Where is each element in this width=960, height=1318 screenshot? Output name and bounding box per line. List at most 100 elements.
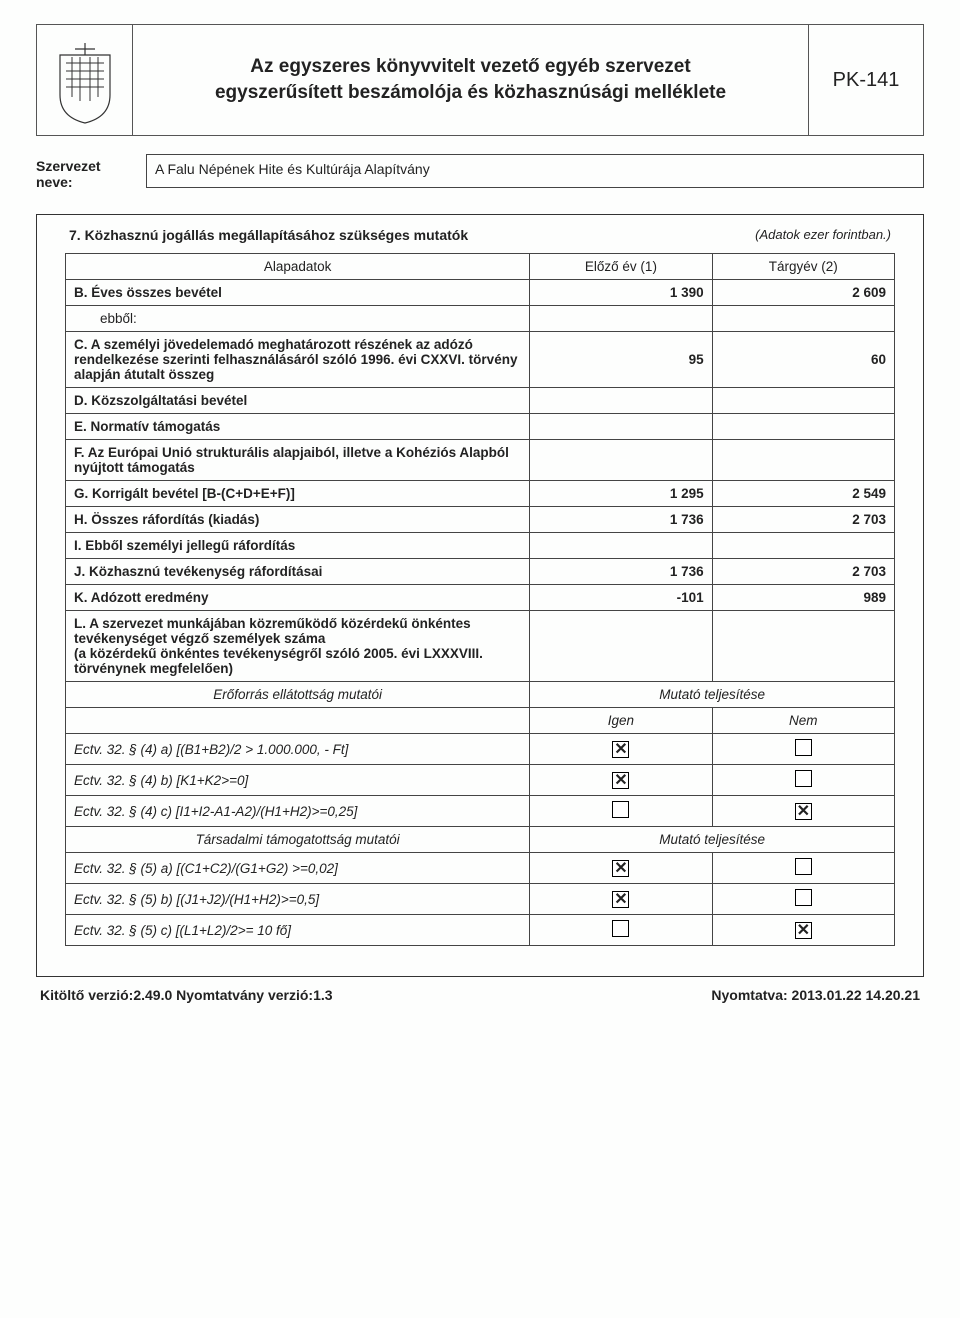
row-5b-yes-checkbox[interactable]: ✕ — [612, 891, 629, 908]
row-F-v2[interactable] — [712, 440, 894, 481]
row-B: B. Éves összes bevétel 1 390 2 609 — [66, 280, 895, 306]
row-L: L. A szervezet munkájában közreműködő kö… — [66, 611, 895, 682]
row-5c: Ectv. 32. § (5) c) [(L1+L2)/2>= 10 fő] ✕ — [66, 915, 895, 946]
row-I-v2[interactable] — [712, 533, 894, 559]
crest-icon — [50, 35, 120, 125]
fulfilment-header-1: Mutató teljesítése — [530, 682, 895, 708]
row-E: E. Normatív támogatás — [66, 414, 895, 440]
row-ebbol: ebből: — [66, 306, 895, 332]
row-H-label: H. Összes ráfordítás (kiadás) — [66, 507, 530, 533]
row-5c-label: Ectv. 32. § (5) c) [(L1+L2)/2>= 10 fő] — [66, 915, 530, 946]
section-note: (Adatok ezer forintban.) — [755, 227, 891, 243]
header-row: Az egyszeres könyvvitelt vezető egyéb sz… — [36, 24, 924, 136]
row-L-v2[interactable] — [712, 611, 894, 682]
row-G-v1[interactable]: 1 295 — [530, 481, 712, 507]
row-B-v2[interactable]: 2 609 — [712, 280, 894, 306]
row-4a-no-checkbox[interactable] — [795, 739, 812, 756]
row-D-v2[interactable] — [712, 388, 894, 414]
row-I-v1[interactable] — [530, 533, 712, 559]
row-J: J. Közhasznú tevékenység ráfordításai 1 … — [66, 559, 895, 585]
footer-left: Kitöltő verzió:2.49.0 Nyomtatvány verzió… — [40, 987, 333, 1003]
row-4c: Ectv. 32. § (4) c) [I1+I2-A1-A2)/(H1+H2)… — [66, 796, 895, 827]
table-head-row: Alapadatok Előző év (1) Tárgyév (2) — [66, 254, 895, 280]
data-table: Alapadatok Előző év (1) Tárgyév (2) B. É… — [65, 253, 895, 946]
row-4a: Ectv. 32. § (4) a) [(B1+B2)/2 > 1.000.00… — [66, 734, 895, 765]
row-G-label: G. Korrigált bevétel [B-(C+D+E+F)] — [66, 481, 530, 507]
row-E-label: E. Normatív támogatás — [66, 414, 530, 440]
no-header: Nem — [712, 708, 894, 734]
crest-logo-box — [36, 24, 132, 136]
social-header-row: Társadalmi támogatottság mutatói Mutató … — [66, 827, 895, 853]
yes-header: Igen — [530, 708, 712, 734]
row-B-label: B. Éves összes bevétel — [66, 280, 530, 306]
row-4c-no-checkbox[interactable]: ✕ — [795, 803, 812, 820]
row-K-v1[interactable]: -101 — [530, 585, 712, 611]
row-K: K. Adózott eredmény -101 989 — [66, 585, 895, 611]
row-5a-no-checkbox[interactable] — [795, 858, 812, 875]
row-C-label: C. A személyi jövedelemadó meghatározott… — [66, 332, 530, 388]
col-basic: Alapadatok — [66, 254, 530, 280]
row-4a-label: Ectv. 32. § (4) a) [(B1+B2)/2 > 1.000.00… — [66, 734, 530, 765]
row-K-v2[interactable]: 989 — [712, 585, 894, 611]
row-H: H. Összes ráfordítás (kiadás) 1 736 2 70… — [66, 507, 895, 533]
row-4b-no-checkbox[interactable] — [795, 770, 812, 787]
row-E-v1[interactable] — [530, 414, 712, 440]
title-line2: egyszerűsített beszámolója és közhasznús… — [215, 82, 726, 103]
row-5a-yes-checkbox[interactable]: ✕ — [612, 860, 629, 877]
row-I-label: I. Ebből személyi jellegű ráfordítás — [66, 533, 530, 559]
row-5a: Ectv. 32. § (5) a) [(C1+C2)/(G1+G2) >=0,… — [66, 853, 895, 884]
row-C-v1[interactable]: 95 — [530, 332, 712, 388]
organization-name: A Falu Népének Hite és Kultúrája Alapítv… — [155, 161, 430, 177]
row-D-label: D. Közszolgáltatási bevétel — [66, 388, 530, 414]
row-5c-no-checkbox[interactable]: ✕ — [795, 922, 812, 939]
row-J-label: J. Közhasznú tevékenység ráfordításai — [66, 559, 530, 585]
row-K-label: K. Adózott eredmény — [66, 585, 530, 611]
row-4b-yes-checkbox[interactable]: ✕ — [612, 772, 629, 789]
resource-header: Erőforrás ellátottság mutatói — [66, 682, 530, 708]
organization-label: Szervezet neve: — [36, 154, 132, 190]
row-5c-yes-checkbox[interactable] — [612, 920, 629, 937]
footer-row: Kitöltő verzió:2.49.0 Nyomtatvány verzió… — [36, 987, 924, 1003]
organization-name-field[interactable]: A Falu Népének Hite és Kultúrája Alapítv… — [146, 154, 924, 188]
row-F-v1[interactable] — [530, 440, 712, 481]
row-F-label: F. Az Európai Unió strukturális alapjaib… — [66, 440, 530, 481]
col-prev: Előző év (1) — [530, 254, 712, 280]
row-H-v1[interactable]: 1 736 — [530, 507, 712, 533]
row-J-v2[interactable]: 2 703 — [712, 559, 894, 585]
row-D-v1[interactable] — [530, 388, 712, 414]
row-F: F. Az Európai Unió strukturális alapjaib… — [66, 440, 895, 481]
row-E-v2[interactable] — [712, 414, 894, 440]
row-G-v2[interactable]: 2 549 — [712, 481, 894, 507]
resource-header-row: Erőforrás ellátottság mutatói Mutató tel… — [66, 682, 895, 708]
organization-row: Szervezet neve: A Falu Népének Hite és K… — [36, 154, 924, 190]
row-C-v2[interactable]: 60 — [712, 332, 894, 388]
main-panel: 7. Közhasznú jogállás megállapításához s… — [36, 214, 924, 977]
social-header: Társadalmi támogatottság mutatói — [66, 827, 530, 853]
row-4c-yes-checkbox[interactable] — [612, 801, 629, 818]
row-4a-yes-checkbox[interactable]: ✕ — [612, 741, 629, 758]
row-5a-label: Ectv. 32. § (5) a) [(C1+C2)/(G1+G2) >=0,… — [66, 853, 530, 884]
form-code-box: PK-141 — [808, 24, 924, 136]
row-C: C. A személyi jövedelemadó meghatározott… — [66, 332, 895, 388]
row-I: I. Ebből személyi jellegű ráfordítás — [66, 533, 895, 559]
row-B-v1[interactable]: 1 390 — [530, 280, 712, 306]
row-H-v2[interactable]: 2 703 — [712, 507, 894, 533]
row-5b-no-checkbox[interactable] — [795, 889, 812, 906]
row-4b-label: Ectv. 32. § (4) b) [K1+K2>=0] — [66, 765, 530, 796]
form-title-box: Az egyszeres könyvvitelt vezető egyéb sz… — [132, 24, 808, 136]
section-heading: 7. Közhasznú jogállás megállapításához s… — [65, 227, 895, 243]
yes-no-header-row: Igen Nem — [66, 708, 895, 734]
section-title: 7. Közhasznú jogállás megállapításához s… — [69, 227, 468, 243]
row-L-label: L. A szervezet munkájában közreműködő kö… — [66, 611, 530, 682]
row-J-v1[interactable]: 1 736 — [530, 559, 712, 585]
row-5b-label: Ectv. 32. § (5) b) [(J1+J2)/(H1+H2)>=0,5… — [66, 884, 530, 915]
title-line1: Az egyszeres könyvvitelt vezető egyéb sz… — [250, 56, 690, 77]
row-L-v1[interactable] — [530, 611, 712, 682]
footer-right: Nyomtatva: 2013.01.22 14.20.21 — [711, 987, 920, 1003]
fulfilment-header-2: Mutató teljesítése — [530, 827, 895, 853]
row-4c-label: Ectv. 32. § (4) c) [I1+I2-A1-A2)/(H1+H2)… — [66, 796, 530, 827]
row-ebbol-label: ebből: — [66, 306, 530, 332]
row-5b: Ectv. 32. § (5) b) [(J1+J2)/(H1+H2)>=0,5… — [66, 884, 895, 915]
row-G: G. Korrigált bevétel [B-(C+D+E+F)] 1 295… — [66, 481, 895, 507]
row-D: D. Közszolgáltatási bevétel — [66, 388, 895, 414]
